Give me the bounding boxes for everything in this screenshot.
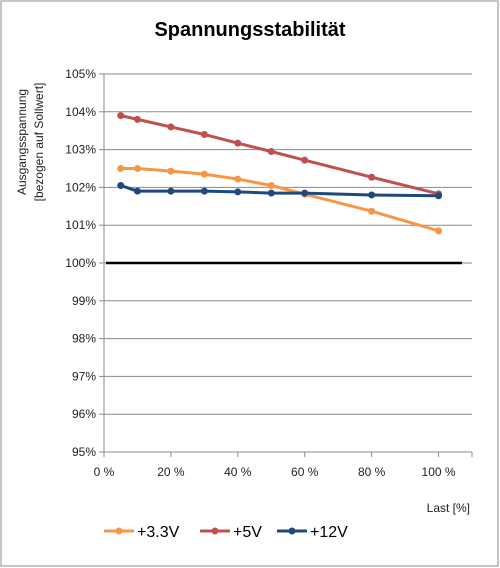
data-point	[234, 139, 242, 147]
legend-label: +3.3V	[137, 524, 180, 541]
y-tick-label: 95%	[72, 445, 96, 459]
legend-label: +12V	[310, 524, 348, 541]
y-tick-label: 101%	[65, 218, 96, 232]
data-point	[368, 191, 376, 199]
legend: +3.3V +5V +12V	[104, 524, 348, 541]
series-0	[117, 165, 443, 235]
axis-layer: 95% 96% 97% 98% 99% 100% 101% 102% 103% 104% 105% 0…	[65, 67, 473, 479]
legend-marker	[211, 527, 219, 535]
data-point	[234, 175, 242, 183]
data-point	[133, 115, 141, 123]
y-tick-label: 100%	[65, 256, 96, 270]
legend-marker	[115, 527, 123, 535]
series-layer	[106, 112, 462, 265]
x-tick-label: 80 %	[358, 465, 386, 479]
data-point	[167, 167, 175, 175]
y-tick-label: 102%	[65, 180, 96, 194]
data-point	[267, 147, 275, 155]
y-axis-label-line2: [bezogen auf Sollwert]	[32, 83, 46, 202]
legend-item: +3.3V	[104, 524, 180, 541]
chart-title: Spannungsstabilität	[154, 19, 345, 41]
y-tick-label: 105%	[65, 67, 96, 81]
x-tick-label: 20 %	[157, 465, 185, 479]
data-point	[435, 192, 443, 200]
y-tick-label: 96%	[72, 407, 96, 421]
y-tick-label: 99%	[72, 294, 96, 308]
x-tick-label: 100 %	[422, 465, 456, 479]
series-2	[117, 182, 443, 200]
data-point	[301, 156, 309, 164]
data-point	[200, 187, 208, 195]
data-point	[117, 112, 125, 120]
data-point	[368, 173, 376, 181]
data-point	[117, 182, 125, 190]
x-tick-label: 40 %	[224, 465, 252, 479]
legend-item: +12V	[277, 524, 348, 541]
data-point	[117, 165, 125, 172]
data-point	[200, 170, 208, 178]
data-point	[267, 182, 275, 190]
data-point	[133, 165, 141, 172]
x-tick-label: 60 %	[291, 465, 319, 479]
legend-marker	[288, 527, 296, 535]
y-axis-label: Ausgangsspannung [bezogen auf Sollwert]	[15, 83, 46, 202]
legend-label: +5V	[233, 524, 262, 541]
x-axis-label: Last [%]	[427, 501, 470, 515]
data-point	[200, 130, 208, 138]
y-tick-label: 98%	[72, 332, 96, 346]
data-point	[368, 207, 376, 215]
series-1	[117, 112, 443, 198]
x-tick-label: 0 %	[94, 465, 115, 479]
y-tick-label: 103%	[65, 143, 96, 157]
legend-item: +5V	[200, 524, 262, 541]
y-tick-label: 97%	[72, 369, 96, 383]
data-point	[167, 187, 175, 195]
data-point	[267, 189, 275, 197]
data-point	[167, 123, 175, 131]
y-axis-label-line1: Ausgangsspannung	[15, 89, 29, 195]
data-point	[435, 227, 443, 235]
data-point	[133, 187, 141, 195]
y-tick-label: 104%	[65, 105, 96, 119]
data-point	[234, 188, 242, 196]
data-point	[301, 189, 309, 197]
